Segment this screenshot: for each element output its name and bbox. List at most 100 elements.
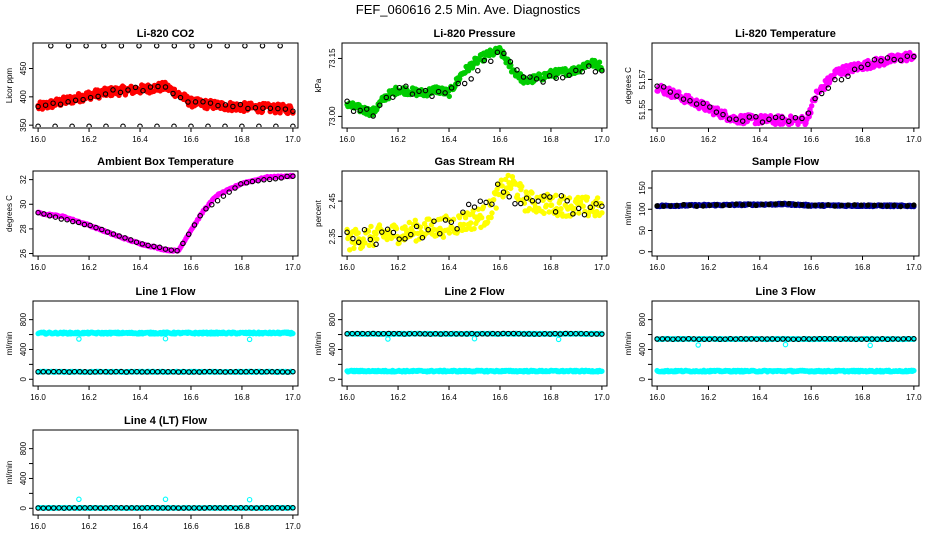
y-tick-label: 28: [19, 224, 28, 233]
data-point: [446, 230, 453, 236]
data-point: [548, 202, 555, 208]
data-point: [845, 202, 851, 208]
data-point: [118, 44, 125, 49]
data-point: [462, 214, 469, 221]
data-point: [56, 505, 62, 511]
data-point: [510, 330, 517, 337]
data-point: [267, 105, 274, 112]
data-point: [437, 230, 443, 237]
data-point: [769, 336, 776, 342]
data-point: [170, 90, 176, 97]
data-point: [667, 203, 673, 209]
data-point: [521, 331, 527, 337]
data-point: [272, 175, 279, 182]
plot-frame: [341, 42, 608, 129]
data-point: [65, 44, 72, 49]
data-point: [203, 206, 209, 212]
x-tick-label: 17.0: [285, 393, 301, 402]
data-point: [61, 368, 67, 375]
data-point: [269, 505, 275, 511]
data-point: [349, 330, 356, 337]
data-point: [284, 505, 291, 511]
data-point: [811, 336, 818, 342]
data-point: [128, 368, 135, 375]
data-point: [83, 44, 89, 49]
data-point: [375, 331, 382, 337]
panel-title: Line 1 Flow: [136, 286, 196, 298]
data-point: [416, 88, 422, 95]
data-point: [695, 342, 701, 348]
y-axis-label: ml/min: [5, 332, 14, 356]
data-point: [501, 50, 507, 57]
data-point: [720, 111, 726, 118]
plot-frame: [341, 300, 608, 387]
data-point: [207, 100, 214, 106]
data-point: [259, 44, 266, 49]
plot-frame: [651, 300, 920, 387]
data-point: [552, 209, 559, 215]
data-point: [865, 202, 871, 208]
data-point: [170, 369, 177, 375]
data-point: [674, 202, 680, 209]
data-point: [680, 201, 687, 208]
data-point: [878, 58, 884, 64]
data-point: [40, 505, 47, 511]
data-point: [541, 193, 547, 199]
data-point: [278, 175, 285, 181]
data-point: [66, 505, 73, 511]
y-tick-label: 800: [638, 312, 647, 326]
data-point: [547, 331, 553, 337]
data-point: [463, 331, 470, 337]
panel-title: Li-820 Temperature: [735, 28, 836, 40]
data-point: [185, 99, 191, 105]
data-point: [175, 369, 182, 375]
data-point: [144, 369, 151, 375]
data-point: [496, 191, 502, 198]
plot-area: [344, 45, 605, 119]
data-point: [87, 222, 93, 229]
data-point: [570, 211, 576, 217]
data-point: [227, 369, 234, 375]
data-point: [593, 331, 600, 337]
data-point: [97, 505, 104, 511]
data-point: [691, 336, 697, 342]
data-point: [103, 123, 109, 127]
series-line-1-sampled: [35, 368, 296, 375]
data-point: [238, 181, 244, 187]
data-point: [56, 369, 62, 375]
panel-title: Line 2 Flow: [445, 286, 505, 298]
data-point: [422, 87, 429, 94]
data-point: [471, 204, 478, 210]
data-point: [562, 330, 569, 337]
data-point: [206, 505, 213, 511]
data-point: [733, 116, 739, 123]
data-point: [396, 84, 403, 91]
data-point: [799, 115, 805, 122]
data-point: [186, 505, 192, 511]
y-tick-label: 51.57: [638, 69, 647, 90]
y-tick-label: 800: [328, 312, 337, 326]
data-point: [92, 369, 99, 375]
data-point: [217, 369, 223, 375]
series-temperature-sampled: [654, 53, 917, 125]
data-point: [832, 76, 838, 83]
data-point: [144, 505, 151, 511]
data-point: [792, 201, 799, 208]
x-tick-label: 16.8: [543, 263, 559, 272]
data-point: [220, 193, 227, 199]
y-tick-label: 400: [328, 342, 337, 356]
data-point: [485, 219, 491, 225]
panel-title: Line 3 Flow: [756, 286, 816, 298]
data-point: [819, 202, 825, 209]
y-tick-label: 73.15: [328, 48, 337, 69]
data-point: [500, 189, 507, 195]
data-point: [680, 96, 687, 102]
series-line-2-low: [344, 367, 605, 375]
data-point: [232, 185, 238, 191]
data-point: [154, 123, 160, 127]
data-point: [104, 229, 111, 235]
data-point: [162, 335, 169, 342]
data-point: [746, 201, 752, 207]
data-point: [580, 203, 586, 209]
